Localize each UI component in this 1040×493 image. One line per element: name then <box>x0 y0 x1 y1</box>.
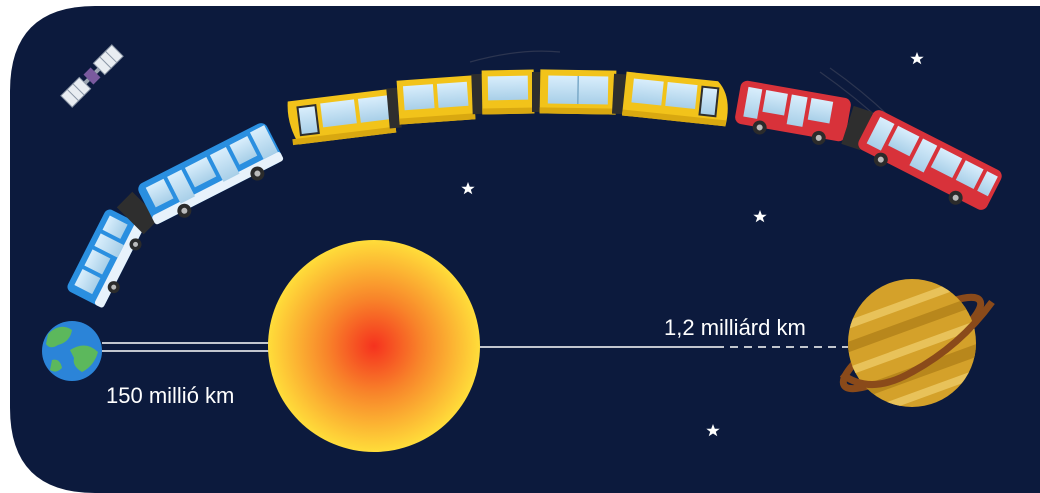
star-icon <box>753 210 767 223</box>
star-icon <box>910 52 924 65</box>
yellow-tram-section-2 <box>396 75 476 125</box>
earth-icon <box>42 321 102 381</box>
red-bus-rear-section <box>858 110 1002 210</box>
blue-bus-joint <box>116 191 160 235</box>
red-bus <box>735 80 1002 210</box>
yellow-tram-joint <box>471 73 485 115</box>
red-bus-front-section <box>735 80 851 145</box>
star-icon <box>706 424 720 437</box>
star-icon <box>461 182 475 195</box>
yellow-tram <box>287 69 728 146</box>
yellow-tram-section-1 <box>287 88 397 146</box>
sun-saturn-distance-label: 1,2 milliárd km <box>664 315 806 340</box>
yellow-tram-section-5 <box>621 71 728 127</box>
yellow-tram-section-3 <box>481 69 535 115</box>
blue-bus-front-section <box>138 123 284 225</box>
sun-icon <box>268 240 480 452</box>
earth-sun-distance-label: 150 millió km <box>106 383 234 408</box>
red-bus-joint <box>841 105 873 151</box>
satellite-icon <box>60 44 124 108</box>
yellow-tram-joint <box>611 73 627 115</box>
blue-bus-rear-section <box>67 209 144 308</box>
yellow-tram-section-4 <box>539 69 617 115</box>
blue-bus <box>67 123 284 308</box>
stars <box>461 52 924 437</box>
earth-sun-distance-line <box>102 342 272 352</box>
